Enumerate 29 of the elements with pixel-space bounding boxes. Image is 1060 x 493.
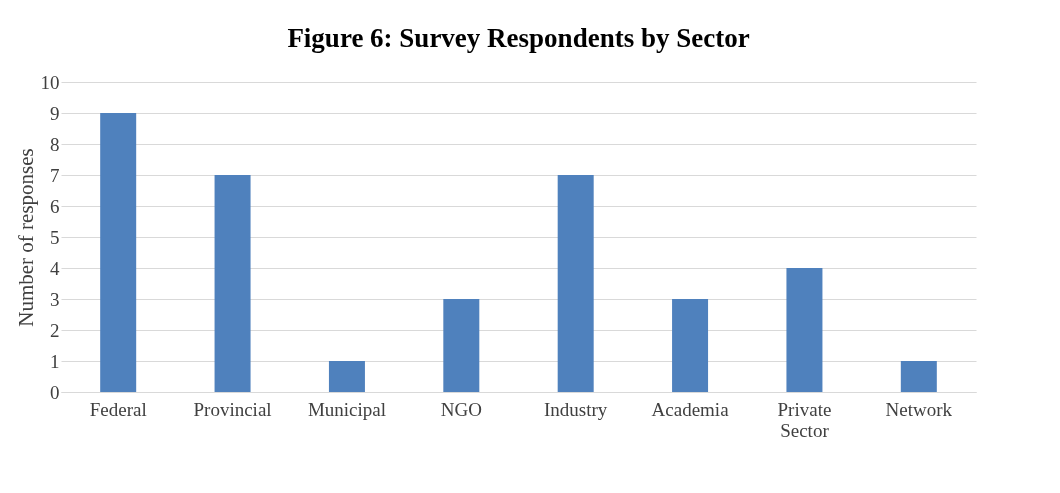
x-tick-label: Academia xyxy=(651,398,730,420)
chart-title: Figure 6: Survey Respondents by Sector xyxy=(287,23,750,53)
x-tick-label: Provincial xyxy=(193,398,272,420)
bar xyxy=(328,361,365,392)
y-tick-label: 2 xyxy=(50,319,60,341)
y-tick-label: 3 xyxy=(50,288,60,310)
bar xyxy=(672,299,709,392)
y-tick-label: 4 xyxy=(50,257,60,279)
y-tick-label: 6 xyxy=(50,195,60,217)
y-axis-title: Number of responses xyxy=(13,148,38,327)
bar xyxy=(900,361,937,392)
x-tick-label: Federal xyxy=(89,398,147,420)
x-tick-label: Industry xyxy=(544,398,608,420)
x-tick-label: NGO xyxy=(440,398,482,420)
x-tick-label: Private Sector xyxy=(777,398,832,441)
y-tick-label: 9 xyxy=(50,102,60,124)
bar xyxy=(214,175,251,392)
y-tick-label: 10 xyxy=(40,71,60,93)
bar xyxy=(557,175,594,392)
y-tick-label: 5 xyxy=(50,226,60,248)
y-tick-label: 8 xyxy=(50,133,60,155)
y-tick-label: 7 xyxy=(50,164,60,186)
bar xyxy=(443,299,480,392)
y-tick-label: 1 xyxy=(50,350,60,372)
x-tick-label: Network xyxy=(885,398,953,420)
bar xyxy=(100,113,137,392)
y-tick-label: 0 xyxy=(50,381,60,403)
x-tick-label: Municipal xyxy=(307,398,386,420)
bar xyxy=(786,268,823,392)
